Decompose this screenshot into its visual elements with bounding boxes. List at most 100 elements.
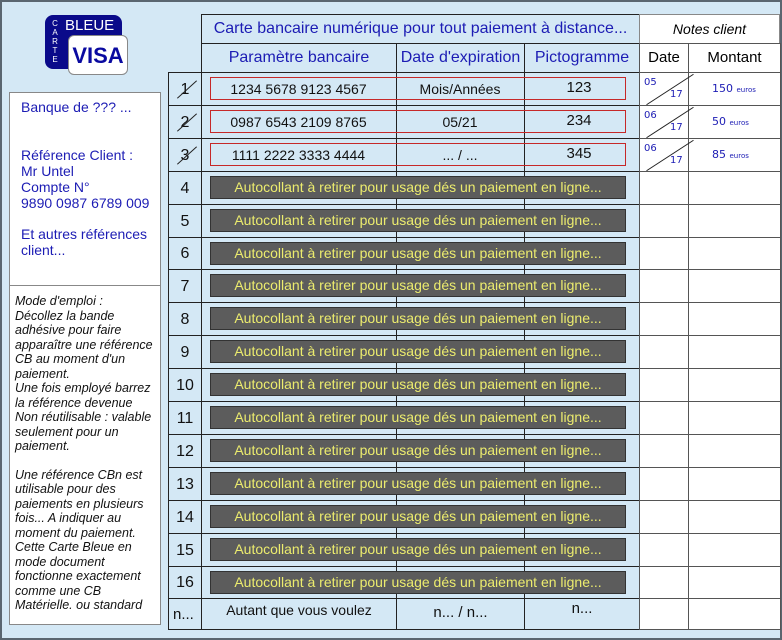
row-number: 6 <box>168 237 202 270</box>
note-amount-cell <box>688 72 781 106</box>
last-row-param: Autant que vous voulez <box>201 598 397 630</box>
amount-value: 50 <box>712 115 726 128</box>
card-number: 0987 6543 2109 8765 <box>230 114 367 130</box>
note-amount-cell <box>688 500 781 534</box>
amount-unit: euros <box>736 86 756 94</box>
instruction-paragraph: Mode d'emploi : <box>15 294 103 308</box>
adhesive-sticker[interactable]: Autocollant à retirer pour usage dés un … <box>210 242 626 265</box>
adhesive-sticker[interactable]: Autocollant à retirer pour usage dés un … <box>210 439 626 462</box>
pictogram-code: 123 <box>566 79 592 96</box>
table-title: Carte bancaire numérique pour tout paiem… <box>201 14 640 44</box>
row-number: 10 <box>168 368 202 402</box>
row-number: 4 <box>168 171 202 205</box>
row-number: 14 <box>168 500 202 534</box>
expiry-date: Mois/Années <box>419 81 501 97</box>
pictogram-code: 234 <box>566 112 592 129</box>
adhesive-sticker[interactable]: Autocollant à retirer pour usage dés un … <box>210 176 626 199</box>
adhesive-sticker[interactable]: Autocollant à retirer pour usage dés un … <box>210 340 626 363</box>
client-ref-label: Référence Client : <box>21 147 134 163</box>
row-number: 7 <box>168 269 202 303</box>
note-amount-cell <box>688 237 781 270</box>
card-number: 1234 5678 9123 4567 <box>230 81 367 97</box>
adhesive-sticker[interactable]: Autocollant à retirer pour usage dés un … <box>210 274 626 297</box>
account-label: Compte N° <box>21 179 90 195</box>
logo-visa-text: VISA <box>68 35 128 75</box>
note-amount-cell <box>688 171 781 205</box>
reference-highlight <box>210 143 626 166</box>
note-date-cell <box>639 368 689 402</box>
note-date-cell <box>639 171 689 205</box>
amount-value: 85 <box>712 148 726 161</box>
instruction-paragraph: Décollez la bande adhésive pour faire ap… <box>15 308 153 381</box>
reference-highlight <box>210 77 626 100</box>
row-number: 13 <box>168 467 202 501</box>
instruction-paragraph: Une fois employé barrez la référence dev… <box>15 381 152 453</box>
note-amount-cell <box>688 105 781 139</box>
row-number: 16 <box>168 566 202 599</box>
last-row-picto: n... <box>524 598 640 630</box>
note-date-cell <box>639 237 689 270</box>
note-year: 17 <box>670 155 683 166</box>
note-amount-cell <box>688 533 781 567</box>
adhesive-sticker[interactable]: Autocollant à retirer pour usage dés un … <box>210 307 626 330</box>
note-amount: 85 euros <box>712 148 749 161</box>
client-name: Mr Untel <box>21 163 74 179</box>
adhesive-sticker[interactable]: Autocollant à retirer pour usage dés un … <box>210 373 626 396</box>
note-amount-cell <box>688 204 781 238</box>
amount-value: 150 <box>712 82 733 95</box>
note-date-cell <box>639 434 689 468</box>
note-date-cell <box>639 598 689 630</box>
reference-highlight <box>210 110 626 133</box>
note-date-cell <box>639 204 689 238</box>
other-references: Et autres références client... <box>21 226 148 258</box>
note-date-cell <box>639 467 689 501</box>
note-month: 06 <box>644 143 657 154</box>
client-reference-panel: Banque de ??? ... Référence Client : Mr … <box>9 92 161 286</box>
expiry-date: 05/21 <box>442 114 478 130</box>
adhesive-sticker[interactable]: Autocollant à retirer pour usage dés un … <box>210 406 626 429</box>
instruction-paragraph <box>15 454 156 468</box>
note-amount-cell <box>688 401 781 435</box>
instruction-paragraph: Une référence CBn est utilisable pour de… <box>15 467 144 613</box>
note-date-cell <box>639 500 689 534</box>
note-year: 17 <box>670 89 683 100</box>
note-year: 17 <box>670 122 683 133</box>
bank-name: Banque de ??? ... <box>21 99 132 115</box>
card-number: 1111 2222 3333 4444 <box>231 147 366 163</box>
note-amount-cell <box>688 368 781 402</box>
logo-bleue-text: BLEUE <box>65 17 115 34</box>
adhesive-sticker[interactable]: Autocollant à retirer pour usage dés un … <box>210 505 626 528</box>
note-amount-cell <box>688 598 781 630</box>
row-number: 11 <box>168 401 202 435</box>
row-number: 9 <box>168 335 202 369</box>
amount-unit: euros <box>729 152 749 160</box>
row-number: 8 <box>168 302 202 336</box>
adhesive-sticker[interactable]: Autocollant à retirer pour usage dés un … <box>210 571 626 594</box>
note-amount-cell <box>688 335 781 369</box>
note-date-cell <box>639 533 689 567</box>
note-amount-cell <box>688 566 781 599</box>
adhesive-sticker[interactable]: Autocollant à retirer pour usage dés un … <box>210 538 626 561</box>
row-number: 12 <box>168 434 202 468</box>
note-date-cell <box>639 72 689 106</box>
adhesive-sticker[interactable]: Autocollant à retirer pour usage dés un … <box>210 472 626 495</box>
header-note-date: Date <box>639 43 689 73</box>
row-number: 5 <box>168 204 202 238</box>
last-row-expiry: n... / n... <box>396 598 525 630</box>
note-month: 05 <box>644 77 657 88</box>
note-amount-cell <box>688 467 781 501</box>
note-amount-cell <box>688 302 781 336</box>
note-amount: 150 euros <box>712 82 756 95</box>
row-number: n... <box>168 598 202 630</box>
amount-unit: euros <box>729 119 749 127</box>
row-number: 15 <box>168 533 202 567</box>
note-amount-cell <box>688 269 781 303</box>
note-amount-cell <box>688 434 781 468</box>
header-expiry: Date d'expiration <box>396 43 525 73</box>
pictogram-code: 345 <box>566 145 592 162</box>
note-date-cell <box>639 302 689 336</box>
header-note-amount: Montant <box>688 43 781 73</box>
instructions-panel: Mode d'emploi : Décollez la bande adhésiv… <box>9 285 161 625</box>
note-date-cell <box>639 138 689 172</box>
adhesive-sticker[interactable]: Autocollant à retirer pour usage dés un … <box>210 209 626 232</box>
